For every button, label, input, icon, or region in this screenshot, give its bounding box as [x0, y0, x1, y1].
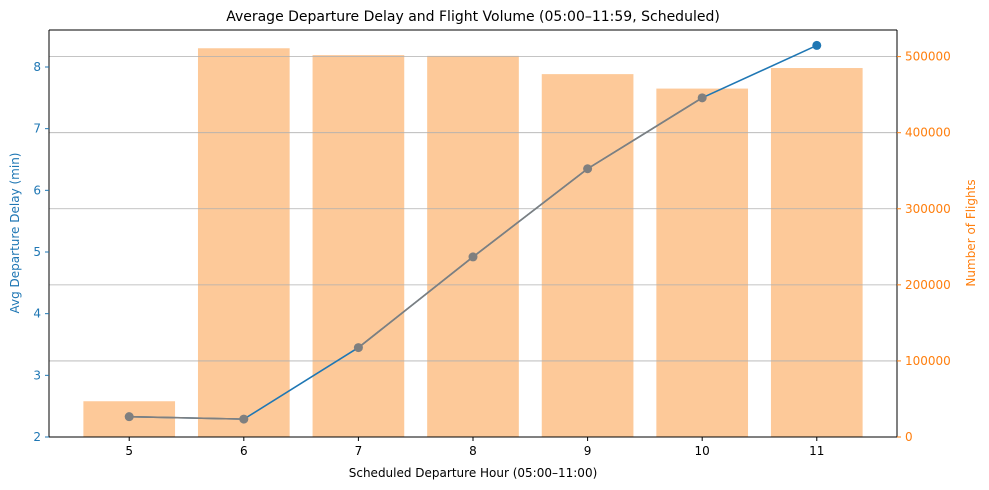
x-axis-label: Scheduled Departure Hour (05:00–11:00) [349, 466, 598, 480]
left-tick-label: 7 [33, 122, 41, 136]
line-series [124, 40, 822, 424]
bar [197, 48, 290, 438]
line-point [468, 252, 478, 262]
bar [312, 55, 405, 437]
left-tick-label: 5 [33, 245, 41, 259]
line-point [812, 40, 822, 50]
ticks: 5 6 7 8 9 10 11 2 3 4 5 6 7 8 0 100000 200000 300000 40000… [33, 50, 950, 458]
right-tick-label: 0 [905, 430, 913, 444]
left-tick-label: 6 [33, 183, 41, 197]
right-tick-label: 200000 [905, 278, 951, 292]
x-tick-label: 10 [695, 444, 710, 458]
x-tick-label: 9 [584, 444, 592, 458]
left-tick-label: 8 [33, 60, 41, 74]
right-tick-label: 400000 [905, 126, 951, 140]
bar [770, 68, 863, 437]
right-tick-label: 500000 [905, 50, 951, 64]
left-tick-label: 3 [33, 368, 41, 382]
left-axis-label: Avg Departure Delay (min) [8, 153, 22, 314]
left-tick-label: 2 [33, 430, 41, 444]
line-point [124, 412, 134, 422]
grid-lines [49, 56, 897, 362]
x-tick-label: 7 [355, 444, 363, 458]
right-tick-label: 300000 [905, 202, 951, 216]
x-tick-label: 5 [125, 444, 133, 458]
right-tick-label: 100000 [905, 354, 951, 368]
overlay-line-segment [357, 97, 703, 349]
bar [656, 88, 749, 437]
line-point [353, 343, 363, 353]
line-point [239, 414, 249, 424]
x-tick-label: 8 [469, 444, 477, 458]
bar [427, 55, 519, 438]
chart-title: Average Departure Delay and Flight Volum… [226, 9, 720, 25]
x-tick-label: 11 [809, 444, 824, 458]
bar-series [83, 48, 863, 438]
line-point [583, 164, 593, 174]
overlay-line-segment [129, 415, 244, 420]
line-point [697, 93, 707, 103]
x-tick-label: 6 [240, 444, 248, 458]
bar [541, 74, 634, 438]
left-tick-label: 4 [33, 307, 41, 321]
right-axis-label: Number of Flights [964, 179, 978, 286]
